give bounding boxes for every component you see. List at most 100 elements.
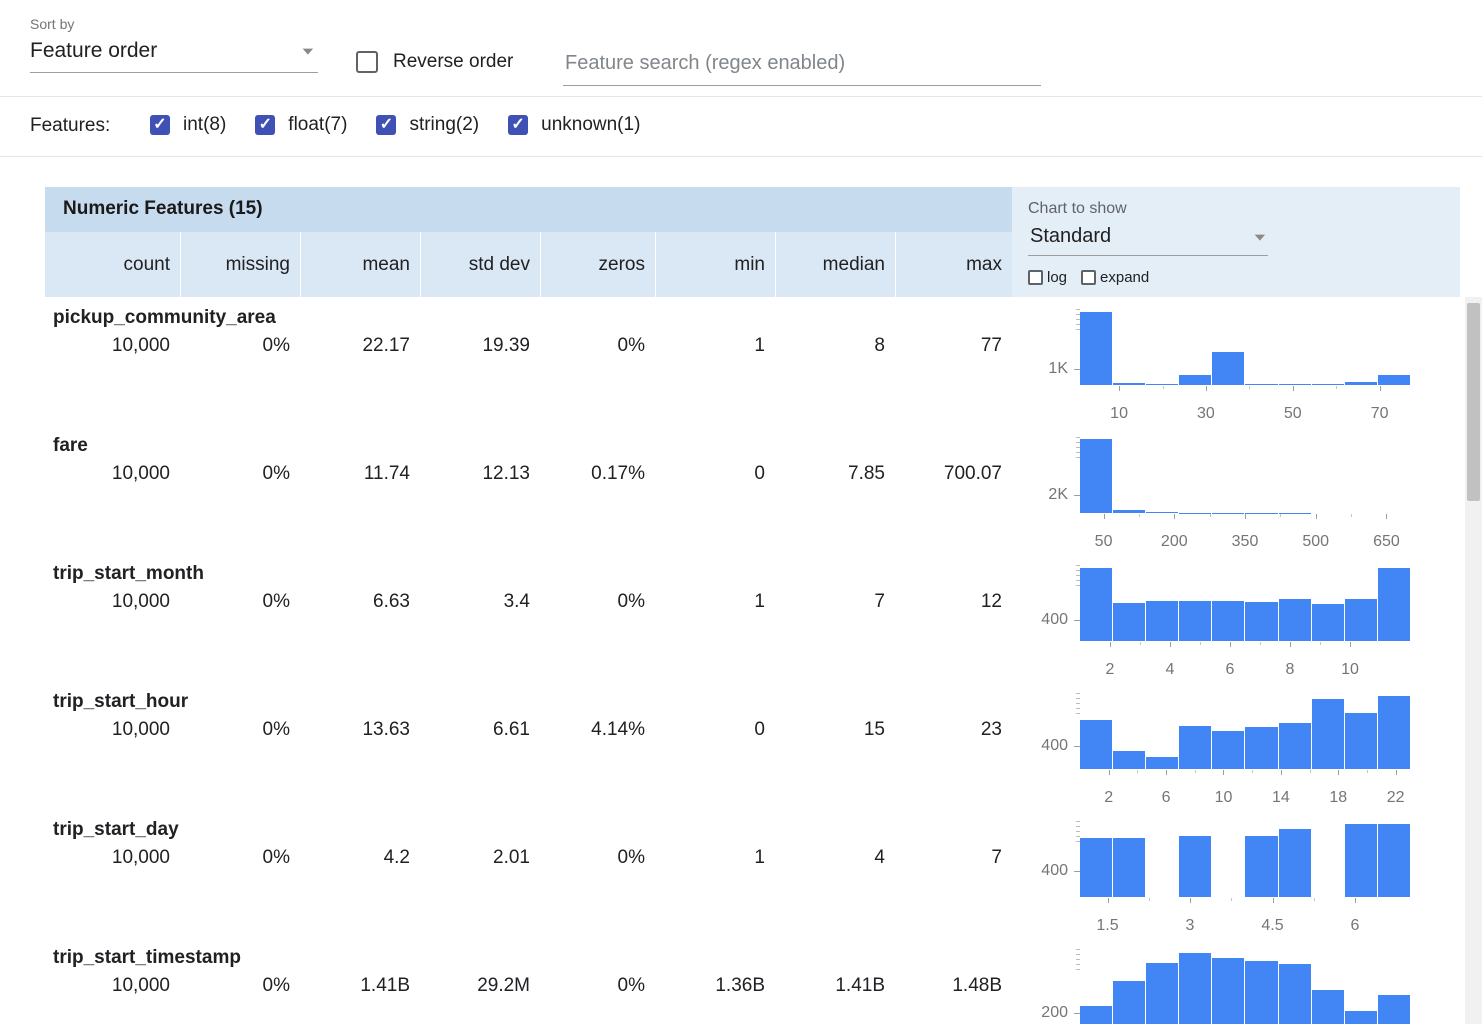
y-axis-tick (1076, 314, 1080, 315)
checkbox[interactable]: ✓ (376, 115, 397, 135)
checkbox[interactable] (356, 51, 378, 73)
table-title-band: Numeric Features (15) (45, 187, 1012, 232)
feature-type-filter[interactable]: ✓ int(8) (150, 114, 226, 136)
stat-std-dev: 3.4 (503, 591, 530, 612)
stat-missing: 0% (262, 719, 290, 740)
scrollbar-thumb[interactable] (1467, 303, 1480, 501)
stat-missing: 0% (262, 463, 290, 484)
histogram-bar (1377, 995, 1410, 1024)
stat-max: 1.48B (952, 975, 1002, 996)
x-axis-tick (1252, 770, 1254, 773)
feature-histogram: 2K 50 200 350 500 650 (1012, 425, 1460, 553)
y-axis-tick (1076, 713, 1080, 714)
x-axis-tick (1162, 386, 1164, 389)
feature-search-input[interactable] (563, 46, 1041, 86)
y-axis-tick (1076, 447, 1080, 448)
chart-controls-panel: Chart to show Standard ▼ log expand (1012, 187, 1460, 297)
x-axis-label: 650 (1373, 533, 1400, 550)
x-axis-tick (1366, 770, 1368, 773)
histogram-bar (1146, 600, 1179, 641)
histogram-bar (1344, 598, 1377, 641)
x-axis-tick (1379, 386, 1381, 391)
histogram-bar (1311, 990, 1344, 1024)
chevron-down-icon: ▼ (299, 45, 317, 57)
histogram-bar (1113, 603, 1146, 641)
y-axis-tick (1076, 821, 1080, 822)
stat-min: 1.36B (715, 975, 765, 996)
histogram-plot (1080, 819, 1410, 897)
chart-type-select[interactable]: Standard ▼ (1028, 223, 1269, 256)
stat-std-dev: 29.2M (477, 975, 530, 996)
y-axis-tick (1076, 964, 1080, 965)
stat-max: 77 (980, 335, 1002, 356)
x-axis-label: 14 (1271, 789, 1290, 806)
checkbox[interactable]: ✓ (150, 115, 170, 135)
histogram-bar (1179, 601, 1212, 641)
table-row: fare 10,000 0% 11.74 12.13 0.17% 0 7.85 700.07 2K… (45, 425, 1460, 553)
feature-type-filter[interactable]: ✓ string(2) (376, 114, 479, 136)
reverse-order-checkbox[interactable]: Reverse order (356, 51, 513, 73)
log-label: log (1047, 269, 1068, 286)
check-icon: ✓ (379, 116, 394, 133)
reverse-order-label: Reverse order (393, 51, 514, 72)
histogram-bar (1113, 981, 1146, 1024)
features-label: Features: (30, 115, 111, 136)
x-axis-tick (1351, 514, 1353, 517)
stat-count: 10,000 (111, 335, 170, 356)
x-axis-label: 6 (1225, 661, 1235, 678)
x-axis-label: 50 (1283, 405, 1302, 422)
x-axis-label: 18 (1329, 789, 1348, 806)
feature-name: fare (53, 435, 88, 456)
y-axis-tick (1076, 959, 1080, 960)
x-axis-tick (1205, 386, 1207, 391)
y-axis-tick (1076, 969, 1080, 970)
y-axis-tick (1074, 746, 1080, 748)
feature-histogram: 400 1.5 3 4.5 6 (1012, 809, 1460, 937)
histogram-plot (1080, 435, 1410, 513)
histogram-bar (1080, 311, 1113, 385)
stat-count: 10,000 (111, 847, 170, 868)
x-axis-label: 50 (1094, 533, 1113, 550)
checkbox[interactable] (1028, 270, 1043, 285)
stat-max: 7 (991, 847, 1002, 868)
y-axis-tick (1076, 693, 1080, 694)
x-axis-tick (1315, 514, 1317, 519)
sort-by-group: Sort by Feature order ▼ (30, 16, 320, 73)
histogram-bar (1245, 727, 1278, 769)
checkbox[interactable]: ✓ (255, 115, 276, 135)
x-axis-tick (1245, 514, 1246, 519)
x-axis-tick (1119, 386, 1121, 391)
histogram-bar (1113, 838, 1146, 897)
histogram-bar (1344, 381, 1377, 385)
checkbox[interactable] (1081, 270, 1097, 285)
feature-type-filter[interactable]: ✓ unknown(1) (508, 114, 640, 136)
expand-checkbox[interactable]: expand (1081, 269, 1149, 286)
feature-name: trip_start_hour (53, 691, 189, 712)
x-axis-label: 6 (1350, 917, 1360, 934)
stat-zeros: 0% (617, 591, 645, 612)
y-axis-tick (1076, 585, 1080, 586)
stat-max: 23 (980, 719, 1002, 740)
stat-median: 15 (863, 719, 885, 740)
table-row: trip_start_hour 10,000 0% 13.63 6.61 4.14% 0 15… (45, 681, 1460, 809)
y-axis-tick (1076, 442, 1080, 443)
stat-median: 8 (874, 335, 885, 356)
checkbox[interactable]: ✓ (508, 115, 529, 135)
stat-mean: 11.74 (363, 463, 410, 484)
x-axis-label: 350 (1231, 533, 1259, 550)
histogram-bar (1245, 835, 1278, 897)
histogram-bar (1080, 567, 1113, 641)
x-axis-tick (1249, 386, 1251, 389)
sort-by-select[interactable]: Feature order ▼ (30, 32, 318, 73)
y-axis-tick (1076, 826, 1080, 827)
stat-median: 4 (874, 847, 885, 868)
x-axis-tick (1108, 770, 1110, 775)
x-axis-label: 30 (1197, 405, 1215, 422)
feature-type-filter[interactable]: ✓ float(7) (255, 114, 347, 136)
histogram-bar (1080, 439, 1113, 513)
y-axis-tick (1076, 708, 1080, 709)
scrollbar[interactable] (1465, 297, 1482, 1024)
feature-histogram: 400 2 4 6 8 10 (1012, 553, 1460, 681)
histogram-bar (1179, 726, 1212, 769)
log-checkbox[interactable]: log (1028, 269, 1067, 286)
